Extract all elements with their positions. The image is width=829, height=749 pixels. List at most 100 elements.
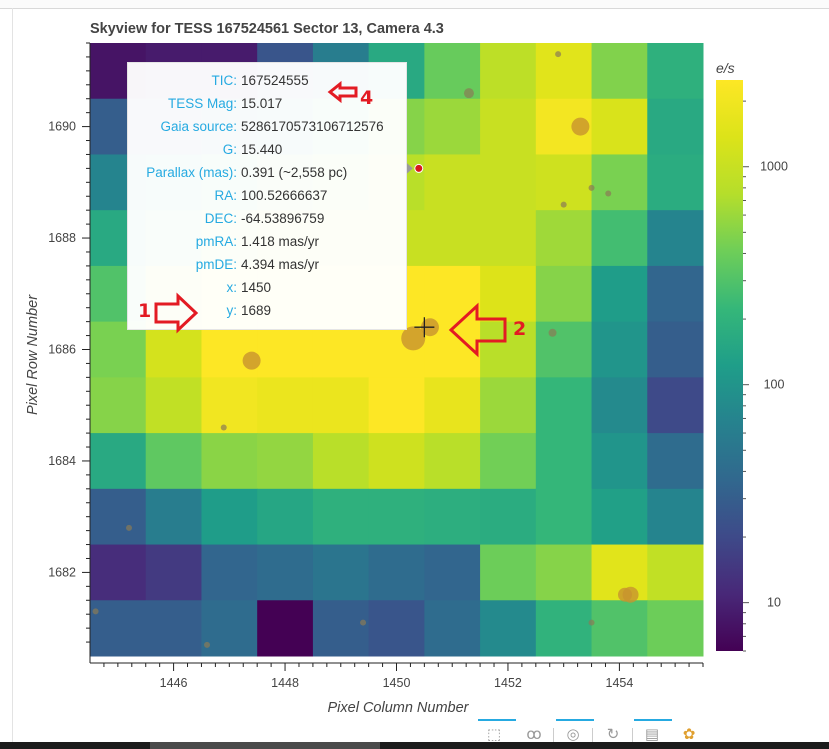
heatmap-cell[interactable] [480, 98, 537, 155]
heatmap-cell[interactable] [535, 433, 593, 490]
heatmap-cell[interactable] [312, 488, 370, 546]
heatmap-cell[interactable] [368, 377, 425, 434]
star-marker[interactable] [401, 326, 426, 351]
heatmap-cell[interactable] [647, 544, 704, 601]
heatmap-cell[interactable] [480, 154, 537, 211]
heatmap-cell[interactable] [591, 98, 648, 155]
heatmap-cell[interactable] [90, 377, 147, 434]
heatmap-cell[interactable] [647, 265, 704, 323]
heatmap-cell[interactable] [145, 433, 202, 490]
heatmap-cell[interactable] [480, 210, 537, 267]
heatmap-cell[interactable] [591, 265, 648, 323]
heatmap-cell[interactable] [424, 488, 481, 546]
star-marker[interactable] [588, 184, 595, 191]
scrollbar-thumb[interactable] [150, 742, 380, 749]
reset-icon[interactable]: ↻ [606, 726, 620, 743]
bokeh-logo-icon[interactable]: ✿ [682, 726, 696, 743]
heatmap-cell[interactable] [257, 600, 314, 657]
heatmap-cell[interactable] [647, 43, 704, 100]
heatmap-cell[interactable] [145, 377, 202, 434]
heatmap-cell[interactable] [201, 321, 258, 378]
heatmap-cell[interactable] [90, 544, 147, 601]
star-marker[interactable] [360, 619, 367, 626]
heatmap-cell[interactable] [201, 488, 258, 546]
wheel-zoom-icon[interactable]: ◎ [566, 726, 580, 743]
tooltip-icon[interactable]: ▤ [644, 726, 660, 743]
heatmap-cell[interactable] [424, 377, 481, 434]
heatmap-cell[interactable] [647, 321, 704, 378]
heatmap-cell[interactable] [257, 321, 314, 378]
heatmap-cell[interactable] [591, 433, 648, 490]
heatmap-cell[interactable] [647, 600, 704, 657]
heatmap-cell[interactable] [257, 377, 314, 434]
heatmap-cell[interactable] [257, 544, 314, 601]
heatmap-cell[interactable] [535, 488, 593, 546]
heatmap-cell[interactable] [591, 154, 648, 211]
heatmap-cell[interactable] [90, 321, 147, 378]
heatmap-cell[interactable] [535, 544, 593, 601]
heatmap-cell[interactable] [368, 433, 425, 490]
heatmap-cell[interactable] [312, 433, 370, 490]
heatmap-cell[interactable] [647, 98, 704, 155]
heatmap-cell[interactable] [535, 377, 593, 434]
heatmap-cell[interactable] [591, 377, 648, 434]
heatmap-cell[interactable] [535, 154, 593, 211]
star-marker[interactable] [204, 641, 211, 648]
star-marker[interactable] [588, 619, 595, 626]
heatmap-cell[interactable] [424, 210, 481, 267]
heatmap-cell[interactable] [535, 265, 593, 323]
heatmap-cell[interactable] [90, 600, 147, 657]
heatmap-cell[interactable] [480, 600, 537, 657]
box-select-icon[interactable]: ⬚ [486, 726, 502, 743]
heatmap-cell[interactable] [90, 488, 147, 546]
heatmap-cell[interactable] [591, 488, 648, 546]
heatmap-cell[interactable] [647, 433, 704, 490]
star-marker[interactable] [220, 424, 227, 431]
heatmap-cell[interactable] [647, 377, 704, 434]
star-marker[interactable] [617, 587, 632, 602]
heatmap-cell[interactable] [480, 433, 537, 490]
heatmap-cell[interactable] [535, 600, 593, 657]
heatmap-cell[interactable] [201, 544, 258, 601]
heatmap-cell[interactable] [535, 43, 593, 100]
heatmap-cell[interactable] [480, 544, 537, 601]
target-star-marker[interactable] [414, 163, 424, 173]
heatmap-cell[interactable] [591, 321, 648, 378]
heatmap-cell[interactable] [591, 600, 648, 657]
heatmap-cell[interactable] [201, 377, 258, 434]
heatmap-cell[interactable] [480, 488, 537, 546]
heatmap-cell[interactable] [90, 433, 147, 490]
heatmap-cell[interactable] [312, 321, 370, 378]
heatmap-cell[interactable] [424, 600, 481, 657]
heatmap-cell[interactable] [312, 544, 370, 601]
star-marker[interactable] [92, 608, 99, 615]
heatmap-cell[interactable] [535, 321, 593, 378]
heatmap-cell[interactable] [424, 98, 481, 155]
lasso-icon[interactable]: ꝏ [526, 726, 542, 743]
heatmap-cell[interactable] [480, 265, 537, 323]
heatmap-cell[interactable] [312, 600, 370, 657]
heatmap-cell[interactable] [480, 377, 537, 434]
heatmap-cell[interactable] [368, 600, 425, 657]
heatmap-cell[interactable] [145, 600, 202, 657]
heatmap-cell[interactable] [647, 154, 704, 211]
star-marker[interactable] [242, 351, 261, 370]
heatmap-cell[interactable] [312, 377, 370, 434]
heatmap-cell[interactable] [145, 488, 202, 546]
star-marker[interactable] [560, 201, 567, 208]
heatmap-cell[interactable] [368, 488, 425, 546]
heatmap-cell[interactable] [257, 433, 314, 490]
heatmap-cell[interactable] [591, 210, 648, 267]
star-marker[interactable] [555, 51, 562, 58]
heatmap-cell[interactable] [480, 43, 537, 100]
heatmap-cell[interactable] [368, 544, 425, 601]
heatmap-cell[interactable] [424, 265, 481, 323]
heatmap-cell[interactable] [424, 544, 481, 601]
heatmap-cell[interactable] [257, 488, 314, 546]
star-marker[interactable] [571, 117, 590, 136]
star-marker[interactable] [126, 524, 133, 531]
star-marker[interactable] [605, 190, 612, 197]
heatmap-cell[interactable] [647, 488, 704, 546]
heatmap-cell[interactable] [201, 433, 258, 490]
